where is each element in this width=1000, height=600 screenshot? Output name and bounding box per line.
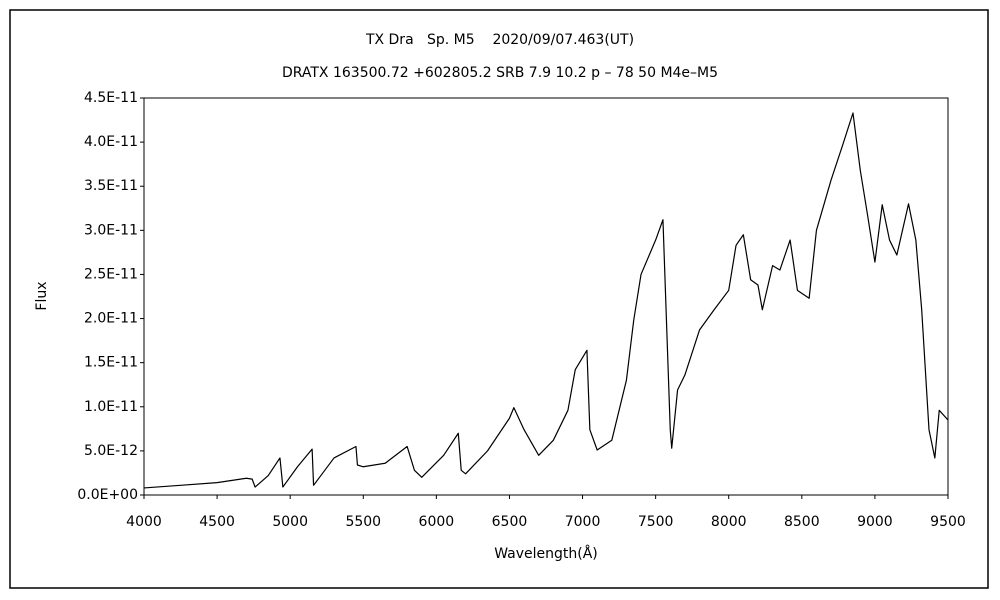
chart-title: TX Dra Sp. M5 2020/09/07.463(UT) (365, 32, 634, 48)
x-tick-label: 7500 (638, 514, 674, 530)
y-tick-label: 0.0E+00 (77, 487, 138, 503)
x-tick-label: 6000 (419, 514, 455, 530)
x-tick-label: 6500 (492, 514, 528, 530)
spectrum-line (143, 112, 949, 489)
x-tick-label: 4500 (199, 514, 235, 530)
y-tick-label: 2.0E-11 (84, 311, 138, 327)
y-tick-label: 4.0E-11 (84, 134, 138, 150)
x-tick-label: 8000 (711, 514, 747, 530)
chart-subtitle: DRATX 163500.72 +602805.2 SRB 7.9 10.2 p… (282, 65, 718, 81)
x-tick-label: 9500 (930, 514, 966, 530)
x-axis-label: Wavelength(Å) (494, 545, 598, 562)
chart-border (9, 9, 989, 589)
y-tick-label: 3.5E-11 (84, 178, 138, 194)
y-tick-label: 4.5E-11 (84, 90, 138, 106)
x-tick-label: 7000 (565, 514, 601, 530)
y-tick-label: 5.0E-12 (84, 443, 138, 459)
x-tick-label: 5000 (272, 514, 308, 530)
y-tick-label: 2.5E-11 (84, 266, 138, 282)
x-tick-label: 4000 (126, 514, 162, 530)
y-tick-label: 3.0E-11 (84, 222, 138, 238)
y-axis-label: Flux (34, 281, 50, 310)
x-tick-label: 9000 (857, 514, 893, 530)
y-tick-label: 1.0E-11 (84, 399, 138, 415)
plot-frame (143, 97, 949, 496)
y-tick-label: 1.5E-11 (84, 355, 138, 371)
x-tick-label: 5500 (345, 514, 381, 530)
x-tick-label: 8500 (784, 514, 820, 530)
